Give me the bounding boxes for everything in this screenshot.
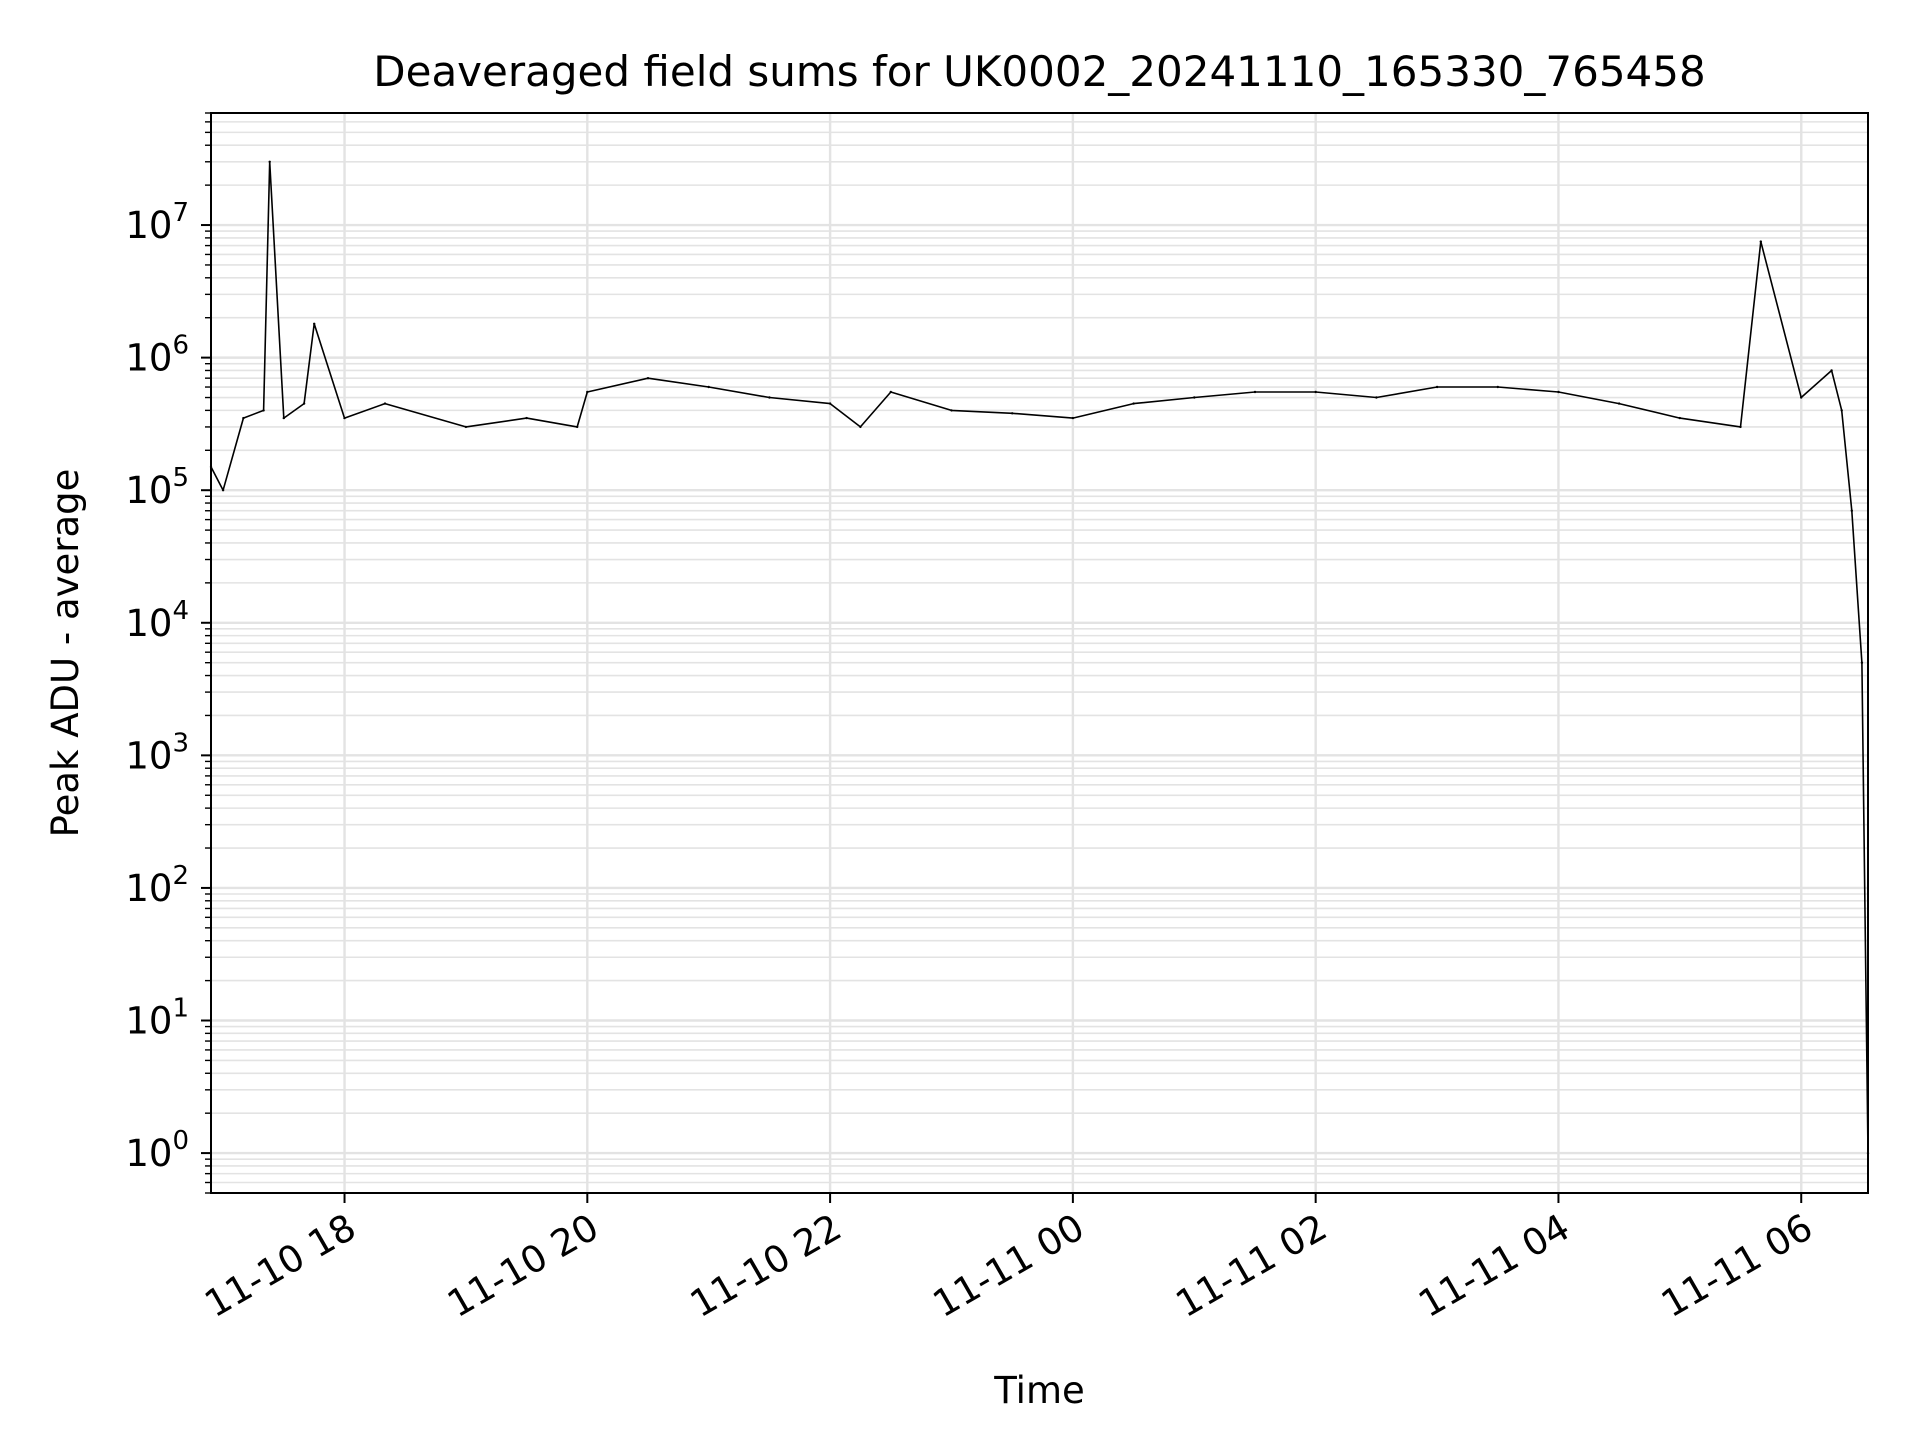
data-point: [768, 396, 771, 399]
data-point: [889, 390, 892, 394]
plot-frame: [210, 112, 1869, 1194]
data-point: [343, 416, 346, 420]
data-point: [1071, 416, 1075, 420]
data-point: [586, 390, 589, 394]
data-point: [1759, 240, 1763, 243]
y-tick-label: 104: [125, 596, 189, 645]
y-tick-label: 107: [125, 198, 189, 247]
y-tick-label: 106: [125, 331, 189, 380]
data-point: [268, 160, 271, 163]
data-point: [1132, 402, 1135, 405]
data-point: [383, 402, 387, 405]
data-point: [262, 409, 265, 412]
data-point: [1496, 385, 1500, 389]
data-point: [707, 385, 710, 389]
data-point: [1860, 661, 1864, 664]
chart-title: Deaveraged field sums for UK0002_2024111…: [373, 47, 1705, 96]
data-point: [1557, 390, 1560, 394]
data-point: [1193, 396, 1196, 399]
data-point: [313, 322, 316, 325]
data-point: [1800, 396, 1803, 399]
data-point: [1011, 412, 1014, 415]
data-point: [221, 489, 225, 492]
data-point: [242, 416, 245, 420]
data-point: [1678, 416, 1682, 420]
y-tick-label: 105: [125, 463, 189, 512]
data-point: [576, 425, 579, 429]
y-tick-label: 102: [125, 861, 189, 910]
data-point: [1840, 409, 1843, 412]
data-point: [828, 402, 832, 405]
data-point: [950, 409, 953, 412]
x-axis-label: Time: [993, 1369, 1085, 1412]
y-tick-label: 101: [125, 994, 189, 1043]
data-point: [1617, 402, 1621, 405]
data-point: [646, 377, 650, 380]
y-axis-label: Peak ADU - average: [44, 469, 87, 838]
data-point: [1314, 390, 1317, 394]
data-point: [302, 402, 306, 405]
data-point: [859, 425, 862, 429]
data-point: [1850, 509, 1854, 512]
data-point: [1739, 425, 1742, 429]
data-point: [1830, 369, 1833, 372]
data-point: [1375, 396, 1378, 399]
y-tick-label: 103: [125, 728, 189, 777]
y-tick-label: 100: [125, 1126, 189, 1175]
data-point: [1435, 385, 1439, 389]
data-point: [525, 416, 528, 420]
data-point: [282, 416, 285, 420]
data-point: [464, 425, 468, 429]
data-point: [1253, 390, 1257, 394]
